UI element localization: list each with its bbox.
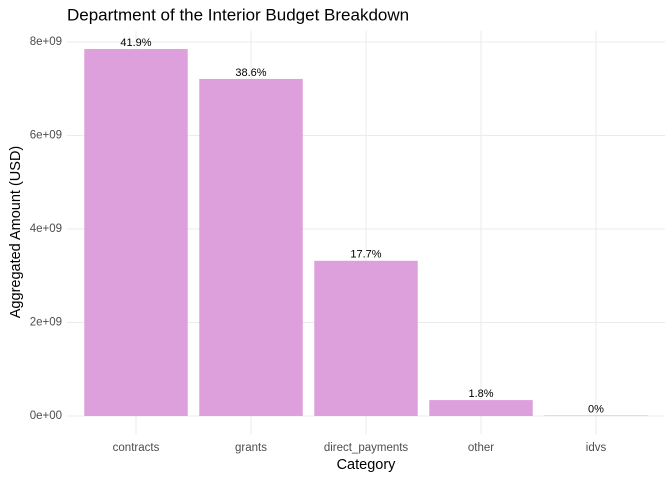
bar xyxy=(84,49,188,416)
bar xyxy=(429,400,533,416)
x-tick-label: contracts xyxy=(113,442,160,454)
x-tick-label: direct_payments xyxy=(324,442,409,454)
bar-label: 1.8% xyxy=(468,388,493,400)
bar-label: 38.6% xyxy=(235,67,266,79)
x-tick-label: grants xyxy=(235,442,267,454)
x-axis-title: Category xyxy=(337,457,397,473)
y-tick-label: 8e+09 xyxy=(30,36,62,48)
y-tick-label: 4e+09 xyxy=(30,223,62,235)
y-axis-title: Aggregated Amount (USD) xyxy=(8,146,24,318)
x-tick-label: other xyxy=(468,442,494,454)
x-tick-label: idvs xyxy=(586,442,607,454)
bar-label: 17.7% xyxy=(350,249,381,261)
bar-label: 0% xyxy=(588,403,604,415)
bar xyxy=(199,78,303,416)
y-tick-label: 2e+09 xyxy=(30,317,62,329)
bar xyxy=(314,260,418,416)
y-tick-label: 6e+09 xyxy=(30,130,62,142)
y-tick-label: 0e+00 xyxy=(30,410,62,422)
bar-label: 41.9% xyxy=(120,37,151,49)
chart-title: Department of the Interior Budget Breakd… xyxy=(67,5,409,24)
